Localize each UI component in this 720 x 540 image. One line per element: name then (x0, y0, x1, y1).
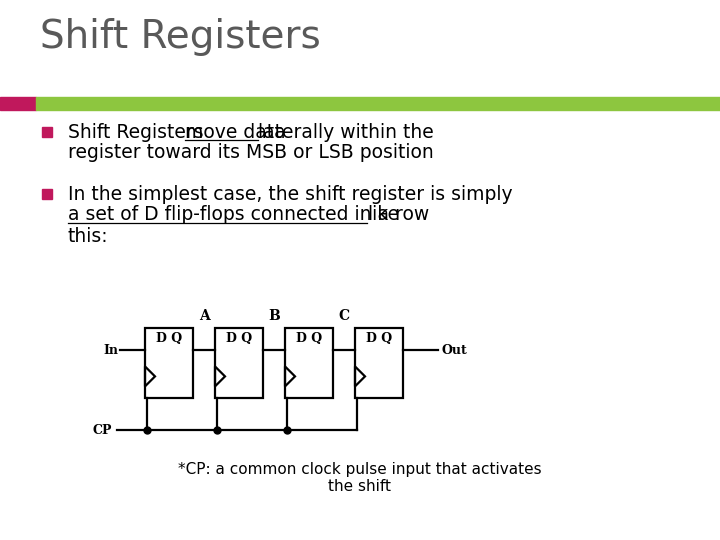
Text: register toward its MSB or LSB position: register toward its MSB or LSB position (68, 144, 433, 163)
Text: Shift Registers: Shift Registers (40, 18, 320, 56)
Bar (145, 328, 193, 398)
Bar (36, 97, 720, 110)
Text: move data: move data (185, 123, 292, 141)
Text: C: C (338, 309, 350, 323)
Text: In the simplest case, the shift register is simply: In the simplest case, the shift register… (68, 185, 513, 204)
Bar (355, 328, 403, 398)
Text: a set of D flip-flops connected in a row: a set of D flip-flops connected in a row (68, 206, 436, 225)
Bar (0, 97, 36, 110)
Text: like: like (367, 206, 400, 225)
Text: D Q: D Q (156, 333, 182, 346)
Text: Out: Out (441, 343, 467, 356)
Text: B: B (268, 309, 280, 323)
Text: D Q: D Q (226, 333, 252, 346)
Text: laterally within the: laterally within the (258, 123, 433, 141)
Bar (215, 328, 263, 398)
Text: CP: CP (92, 423, 112, 436)
Bar (42, 189, 52, 199)
Bar (285, 328, 333, 398)
Text: Shift Registers: Shift Registers (68, 123, 210, 141)
Bar (42, 127, 52, 137)
Text: D Q: D Q (296, 333, 322, 346)
Text: *CP: a common clock pulse input that activates
the shift: *CP: a common clock pulse input that act… (178, 462, 542, 495)
Text: In: In (103, 343, 118, 356)
Text: A: A (199, 309, 210, 323)
Text: this:: this: (68, 226, 109, 246)
Text: D Q: D Q (366, 333, 392, 346)
